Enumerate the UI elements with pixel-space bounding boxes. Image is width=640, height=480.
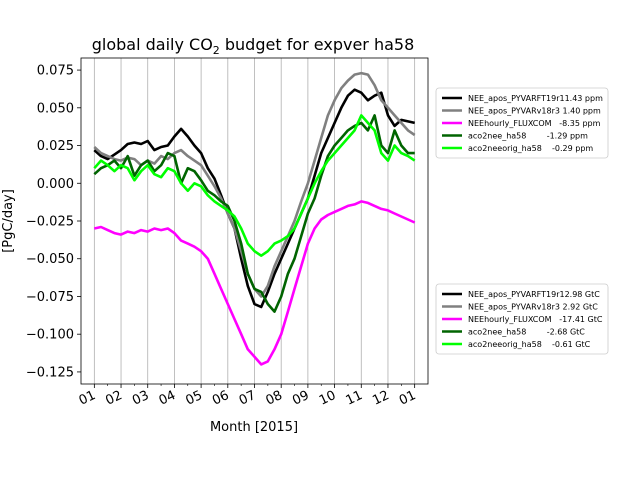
y-tick-label: 0.000 xyxy=(37,177,74,192)
y-tick-label: −0.050 xyxy=(26,252,74,267)
legend-label: aco2neeorig_ha58 -0.61 GtC xyxy=(468,340,591,349)
legend-label: NEE_apos_PYVARFT19r12.98 GtC xyxy=(468,290,600,299)
legend-box xyxy=(435,87,609,159)
x-tick-label: 01 xyxy=(397,388,418,409)
legend-label: NEE_apos_PYVARv18r3 2.92 GtC xyxy=(468,303,598,312)
series-line-aco2nee_ha58 xyxy=(93,114,415,313)
y-tick-label: −0.025 xyxy=(26,215,74,230)
series-line-aco2neeorig_ha58 xyxy=(93,114,416,257)
x-axis-title: Month [2015] xyxy=(210,420,298,435)
legend-label: aco2neeorig_ha58 -0.29 ppm xyxy=(468,144,593,153)
x-axis: 01 02 03 04 05 06 07 08 09 10 11 12 01 xyxy=(77,384,418,409)
legend-label: aco2nee_ha58 -2.68 GtC xyxy=(468,328,585,337)
x-tick-label: 04 xyxy=(157,388,178,409)
x-tick-label: 08 xyxy=(264,388,285,409)
legend-box xyxy=(435,283,609,355)
series-line-NEEhourly_FLUXCOM xyxy=(94,200,416,366)
legend-label: NEEhourly_FLUXCOM -8.35 ppm xyxy=(468,119,601,128)
legend-label: NEE_apos_PYVARv18r3 1.40 ppm xyxy=(468,107,601,116)
legend-top: NEE_apos_PYVARFT19r11.43 ppm NEE_apos_PYV… xyxy=(435,87,609,159)
x-tick-label: 02 xyxy=(103,388,124,409)
x-tick-label: 03 xyxy=(130,388,151,409)
legend-label: NEEhourly_FLUXCOM -17.41 GtC xyxy=(468,315,603,324)
x-tick-label: 06 xyxy=(210,388,231,409)
grid-lines xyxy=(93,58,416,384)
x-tick-label: 09 xyxy=(290,388,311,409)
x-tick-label: 11 xyxy=(344,388,365,409)
series-line-NEE_apos_PYVARFT19r1 xyxy=(93,88,415,309)
x-tick-label: 12 xyxy=(370,388,391,409)
y-tick-label: −0.075 xyxy=(26,290,74,305)
y-axis: 0.075 0.050 0.025 0.000 −0.025 −0.050 −0.075 −0… xyxy=(26,64,81,380)
y-tick-label: −0.100 xyxy=(26,328,74,343)
legend-label: NEE_apos_PYVARFT19r11.43 ppm xyxy=(468,94,603,103)
x-tick-label: 10 xyxy=(317,388,338,409)
legend-bottom: NEE_apos_PYVARFT19r12.98 GtC NEE_apos_PYV… xyxy=(435,283,609,355)
legend-label: aco2nee_ha58 -1.29 ppm xyxy=(468,132,588,141)
y-tick-label: −0.125 xyxy=(26,365,74,380)
x-tick-label: 07 xyxy=(237,388,258,409)
y-tick-label: 0.050 xyxy=(37,101,74,116)
series-lines xyxy=(93,71,416,366)
y-tick-label: 0.075 xyxy=(37,64,74,79)
y-tick-label: 0.025 xyxy=(37,139,74,154)
chart-title: global daily CO2 budget for expver ha58 xyxy=(92,35,415,57)
y-axis-title: [PgC/day] xyxy=(1,189,16,253)
x-tick-label: 05 xyxy=(183,388,204,409)
x-tick-label: 01 xyxy=(77,388,98,409)
